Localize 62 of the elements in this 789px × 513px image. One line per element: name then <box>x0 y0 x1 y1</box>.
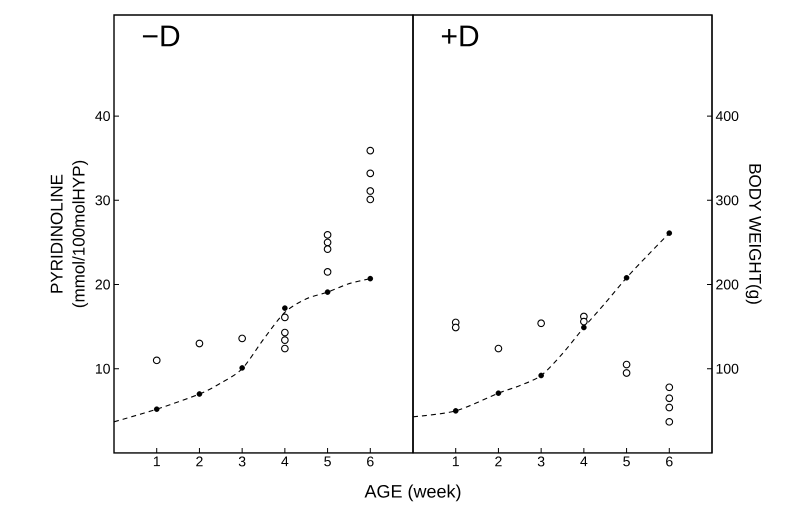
point <box>366 187 374 195</box>
point <box>622 369 630 377</box>
point <box>281 314 289 322</box>
y2-tick-label: 100 <box>716 364 738 374</box>
point <box>282 305 288 311</box>
point <box>196 340 204 348</box>
x-tick-label: 4 <box>281 456 288 466</box>
point <box>665 383 674 392</box>
y-tick-label: 30 <box>95 195 110 206</box>
y2-tick-label: 400 <box>716 111 738 122</box>
point <box>366 196 374 204</box>
x-axis-title: AGE (week) <box>364 484 460 502</box>
point <box>154 406 160 412</box>
point <box>366 169 374 178</box>
point <box>324 268 332 276</box>
point <box>496 390 502 396</box>
point <box>281 328 289 336</box>
y-tick-label: 40 <box>95 111 110 122</box>
point <box>452 408 459 414</box>
y2-tick-label: 300 <box>716 195 738 206</box>
point <box>238 334 246 342</box>
point <box>281 336 289 344</box>
point <box>366 146 374 154</box>
x-tick-label: 1 <box>154 456 160 466</box>
x-tick-label: 2 <box>495 456 502 466</box>
x-tick-label: 3 <box>538 456 544 466</box>
x-tick-label: 6 <box>666 456 673 466</box>
y2-axis-title: BODY WEIGHT(g) <box>746 164 762 304</box>
point <box>581 324 587 330</box>
y-tick-label: 20 <box>96 280 110 290</box>
x-tick-label: 6 <box>367 456 374 466</box>
point <box>666 230 672 236</box>
point <box>367 276 374 282</box>
x-tick-label: 5 <box>324 456 331 466</box>
point <box>665 418 674 426</box>
x-tick-label: 4 <box>580 456 588 466</box>
point <box>580 318 588 326</box>
point <box>665 394 674 402</box>
x-tick-label: 3 <box>238 456 246 466</box>
point <box>622 360 630 368</box>
y-tick-label: 10 <box>96 364 110 374</box>
chart-title: −D <box>142 26 180 46</box>
point <box>196 391 202 397</box>
point <box>538 372 544 378</box>
y2-tick-label: 200 <box>716 280 738 290</box>
point <box>324 238 332 246</box>
point <box>324 289 330 295</box>
point <box>665 404 674 412</box>
x-tick-label: 1 <box>452 456 459 466</box>
x-tick-label: 5 <box>623 456 630 466</box>
point <box>281 344 289 352</box>
point <box>324 230 332 239</box>
point <box>537 319 545 328</box>
x-tick-label: 2 <box>196 456 203 466</box>
y-axis-title: PYRIDINOLINE (mmol/100molHYP) <box>50 160 88 308</box>
point <box>494 344 502 352</box>
point <box>239 365 245 371</box>
point <box>324 245 332 254</box>
chart-title: +D <box>442 26 478 46</box>
point <box>152 356 161 364</box>
point <box>452 324 460 332</box>
point <box>624 274 630 281</box>
